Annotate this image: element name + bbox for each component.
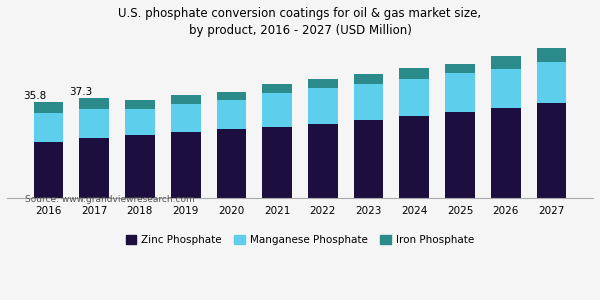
Bar [262, 127, 292, 198]
Bar [171, 104, 200, 132]
Bar [445, 64, 475, 73]
Bar [79, 98, 109, 109]
Title: U.S. phosphate conversion coatings for oil & gas market size,
by product, 2016 -: U.S. phosphate conversion coatings for o… [118, 7, 482, 37]
Bar [354, 120, 383, 198]
Bar [125, 100, 155, 110]
Bar [491, 56, 521, 69]
Bar [491, 108, 521, 198]
Bar [217, 92, 246, 100]
Text: 37.3: 37.3 [69, 87, 92, 97]
Bar [125, 110, 155, 135]
Bar [125, 135, 155, 198]
Bar [400, 79, 429, 116]
Bar [262, 93, 292, 127]
Bar [217, 130, 246, 198]
Bar [34, 142, 64, 198]
Bar [491, 69, 521, 108]
Bar [79, 110, 109, 138]
Bar [79, 138, 109, 198]
Bar [34, 102, 64, 113]
Bar [308, 88, 338, 124]
Bar [445, 73, 475, 112]
Legend: Zinc Phosphate, Manganese Phosphate, Iron Phosphate: Zinc Phosphate, Manganese Phosphate, Iro… [122, 231, 478, 250]
Bar [308, 124, 338, 198]
Bar [34, 113, 64, 142]
Bar [262, 84, 292, 93]
Bar [354, 84, 383, 120]
Bar [171, 132, 200, 198]
Bar [308, 79, 338, 88]
Bar [536, 103, 566, 198]
Bar [536, 62, 566, 103]
Bar [354, 74, 383, 84]
Bar [445, 112, 475, 198]
Bar [400, 68, 429, 79]
Text: 35.8: 35.8 [23, 91, 46, 101]
Bar [217, 100, 246, 130]
Bar [171, 94, 200, 104]
Text: Source: www.grandviewresearch.com: Source: www.grandviewresearch.com [25, 195, 194, 204]
Bar [400, 116, 429, 198]
Bar [536, 48, 566, 62]
